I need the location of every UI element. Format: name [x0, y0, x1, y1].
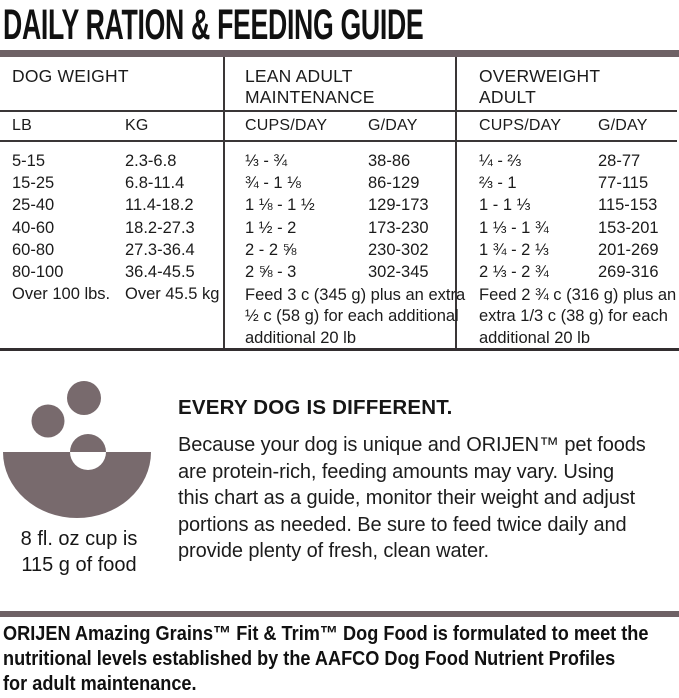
table-row: 1 - 1 ⅓ 115-153 [479, 196, 658, 215]
table-row: 80-100 36.4-45.5 [12, 263, 195, 282]
table-row: 1 ¾ - 2 ⅓ 201-269 [479, 240, 659, 259]
cup-kibble-illustration [3, 381, 151, 518]
table-row: 60-80 27.3-36.4 [12, 240, 195, 259]
kibble-icon [31, 404, 65, 438]
table-row: 1 ⅛ - 1 ½ 129-173 [245, 196, 429, 215]
column-header-cups-day: CUPS/DAY [479, 117, 562, 134]
page-title: DAILY RATION & FEEDING GUIDE [3, 1, 424, 49]
table-row: 25-40 11.4-18.2 [12, 196, 194, 215]
table-row: 40-60 18.2-27.3 [12, 218, 195, 237]
table-row: 1 ⅓ - 1 ¾ 153-201 [479, 218, 659, 237]
column-header-lb: LB [12, 117, 32, 134]
subheader-overweight-adult: CUPS/DAY G/DAY [457, 110, 677, 142]
group-header-overweight-adult: OVERWEIGHT ADULT [479, 66, 601, 107]
subheader-dog-weight: LB KG [0, 110, 223, 142]
accent-bar-bottom [0, 611, 679, 617]
kibble-icon [70, 434, 106, 452]
table-row: 5-15 2.3-6.8 [12, 151, 177, 170]
info-body: Because your dog is unique and ORIJEN™ p… [178, 434, 646, 563]
table-row-over-100: Over 100 lbs. Over 45.5 kg [12, 285, 220, 304]
table-row: 15-25 6.8-11.4 [12, 173, 185, 192]
info-heading: EVERY DOG IS DIFFERENT. [178, 396, 453, 419]
table-group-lean-adult: LEAN ADULT MAINTENANCE CUPS/DAY G/DAY ⅓ … [225, 57, 466, 348]
measuring-cup-icon [0, 373, 160, 523]
group-header-lean-adult: LEAN ADULT MAINTENANCE [245, 66, 375, 107]
bowl-icon [3, 452, 151, 518]
table-group-dog-weight: DOG WEIGHT LB KG 5-15 2.3-6.8 15-25 6.8-11… [0, 57, 225, 348]
column-header-kg: KG [125, 117, 149, 134]
feeding-table: DOG WEIGHT LB KG 5-15 2.3-6.8 15-25 6.8-11… [0, 57, 679, 351]
subheader-lean-adult: CUPS/DAY G/DAY [225, 110, 455, 142]
table-row: ⅓ - ¾ 38-86 [245, 151, 411, 170]
kibble-icon [67, 381, 101, 415]
aafco-statement: ORIJEN Amazing Grains™ Fit & Trim™ Dog F… [3, 622, 649, 695]
column-header-g-day: G/DAY [598, 117, 648, 134]
column-header-cups-day: CUPS/DAY [245, 117, 328, 134]
overweight-adult-note: Feed 2 ¾ c (316 g) plus an extra 1/3 c (… [479, 285, 677, 347]
table-row: 1 ½ - 2 173-230 [245, 218, 429, 237]
info-block: EVERY DOG IS DIFFERENT. Because your dog… [178, 396, 678, 565]
group-header-dog-weight: DOG WEIGHT [12, 66, 129, 86]
column-header-g-day: G/DAY [368, 117, 418, 134]
table-row: 2 - 2 ⅝ 230-302 [245, 240, 429, 259]
cup-caption: 8 fl. oz cup is 115 g of food [20, 528, 138, 576]
table-row: 2 ⅝ - 3 302-345 [245, 263, 429, 282]
accent-bar-top [0, 50, 679, 57]
table-row: ⅔ - 1 77-115 [479, 173, 649, 192]
table-group-overweight-adult: OVERWEIGHT ADULT CUPS/DAY G/DAY ¼ - ⅔ 28-… [457, 57, 677, 348]
table-row: ¼ - ⅔ 28-77 [479, 151, 641, 170]
table-row: 2 ⅓ - 2 ¾ 269-316 [479, 263, 659, 282]
lean-adult-note: Feed 3 c (345 g) plus an extra ½ c (58 g… [245, 285, 466, 347]
table-row: ¾ - 1 ⅛ 86-129 [245, 173, 420, 192]
